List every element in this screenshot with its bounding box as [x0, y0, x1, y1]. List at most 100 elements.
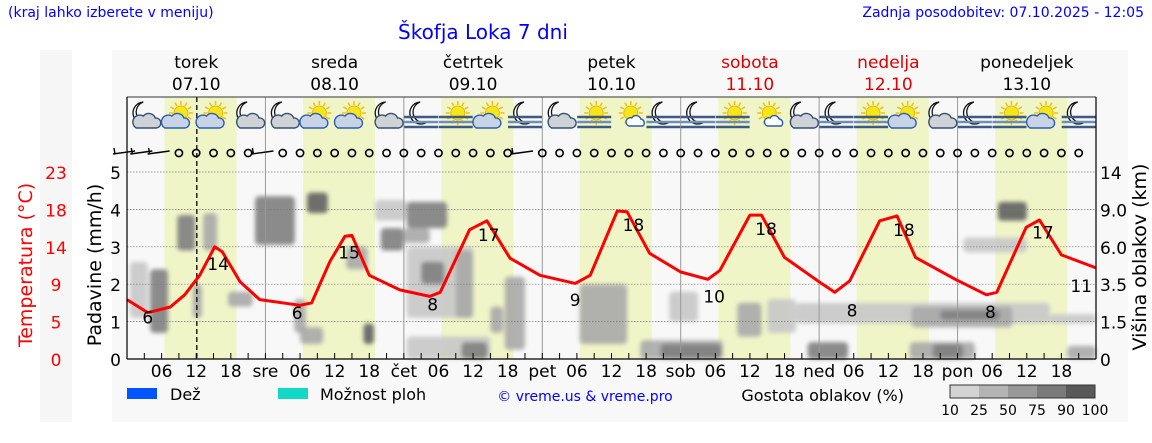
sun-ray: [308, 106, 313, 110]
wind-arrow-shaft: [147, 150, 170, 155]
wind-calm-marker: [209, 148, 218, 158]
day-date: 10.10: [587, 75, 636, 95]
sun-ray: [498, 116, 504, 120]
sun-ray: [772, 102, 776, 107]
weather-icon-sun-fog: [577, 101, 612, 129]
wind-calm-marker: [762, 148, 772, 158]
cloud-icon: [625, 114, 645, 127]
sun-ray: [1014, 102, 1019, 107]
cloud-blob: [380, 228, 404, 251]
x-hour-label: 12: [601, 362, 623, 382]
cloud-blob: [737, 302, 762, 337]
weather-icon-sun-small-cloud: [618, 101, 645, 127]
wind-calm-marker: [364, 148, 374, 158]
page-title: Škofja Loka 7 dni: [398, 20, 568, 44]
x-hour-label: 12: [878, 362, 900, 382]
sun-ray: [637, 106, 642, 110]
wind-calm-marker: [243, 148, 253, 158]
weather-icon-moon-fog: [646, 101, 681, 129]
sun-ray: [1052, 106, 1057, 110]
sun-ray: [360, 106, 365, 110]
weather-icon-sun-cloud: [472, 101, 505, 129]
x-hour-label: 18: [912, 362, 934, 382]
temperature-label: 14: [207, 255, 229, 275]
cloud-blob: [421, 261, 445, 285]
wind-calm-marker: [832, 148, 841, 158]
x-hour-label: 18: [635, 362, 657, 382]
temp-tick-label: 23: [45, 164, 67, 184]
day-date: 07.10: [172, 75, 221, 95]
x-hour-label: 06: [981, 362, 1003, 382]
sun-ray: [485, 102, 490, 107]
wind-calm-marker: [295, 148, 305, 158]
x-hour-label: 06: [151, 362, 173, 382]
day-name: ponedeljek: [980, 53, 1074, 73]
cloud-icon: [547, 112, 577, 129]
x-hour-label: 06: [428, 362, 450, 382]
wind-calm-marker: [468, 148, 478, 158]
sun-ray: [1049, 102, 1053, 107]
precip-tick-label: 4: [110, 201, 121, 221]
x-hour-label: 18: [774, 362, 796, 382]
sun-ray: [481, 106, 486, 110]
cloud-icon: [928, 112, 958, 129]
density-tick-label: 25: [970, 403, 988, 419]
wind-calm-marker: [693, 148, 703, 158]
weather-icon-sun-fog: [854, 101, 889, 129]
cloud-blob: [1067, 345, 1096, 359]
density-legend-title: Gostota oblakov (%): [741, 386, 904, 405]
sun-ray: [347, 102, 351, 107]
x-hour-label: 12: [462, 362, 484, 382]
temp-tick-label: 0: [51, 351, 62, 371]
cloud-icon: [789, 112, 820, 129]
x-hour-label: 06: [566, 362, 588, 382]
temperature-label: 8: [427, 296, 438, 316]
sun-ray: [599, 102, 603, 107]
copyright-link[interactable]: © vreme.us & vreme.pro: [497, 389, 672, 405]
weather-icon-moon-cloud: [236, 101, 266, 129]
cloud-blob: [461, 342, 488, 359]
wind-calm-marker: [745, 148, 755, 158]
cloud-blob: [150, 269, 168, 333]
wind-calm-marker: [191, 148, 201, 158]
temp-tick-label: 5: [51, 314, 62, 334]
wind-calm-marker: [970, 148, 980, 158]
weather-icon-moon-fog: [681, 101, 716, 129]
wind-calm-marker: [537, 148, 547, 158]
cloud-icon: [887, 112, 917, 129]
sun-ray: [170, 106, 175, 110]
sun-ray: [1000, 106, 1005, 110]
weather-icon-moon-cloud: [374, 101, 404, 129]
sun-ray: [737, 102, 742, 107]
density-tick-label: 50: [999, 403, 1017, 419]
cloud-icon: [333, 112, 364, 129]
wind-calm-marker: [918, 148, 928, 158]
sun-ray: [325, 116, 331, 120]
location-hint[interactable]: (kraj lahko izberete v meniju): [8, 5, 214, 21]
sun-ray: [357, 102, 361, 107]
temperature-label: 18: [893, 221, 915, 241]
day-date: 12.10: [864, 75, 913, 95]
weather-icon-moon-cloud: [789, 101, 820, 129]
weather-icon-sun-cloud: [333, 101, 366, 129]
temperature-label: 10: [703, 288, 725, 308]
wind-calm-marker: [572, 148, 582, 158]
precip-tick-label: 1: [110, 314, 121, 334]
day-name: sreda: [311, 53, 358, 73]
cloud-height-tick-label: 0: [1100, 351, 1111, 371]
legend: Dež Možnost ploh © vreme.us & vreme.pro …: [127, 384, 1108, 419]
cloud-height-tick-label: 1.5: [1100, 314, 1127, 334]
temperature-label: 8: [847, 301, 858, 321]
sun-ray: [723, 106, 729, 110]
wind-calm-marker: [1056, 148, 1066, 158]
cloud-height-axis-title: Višina oblakov (km): [1129, 164, 1151, 351]
weather-icon-sun-fog: [715, 101, 750, 129]
day-name: petek: [587, 53, 635, 73]
temp-tick-label: 14: [45, 239, 67, 259]
daylight-band: [302, 97, 376, 359]
legend-rain-swatch: [127, 388, 157, 399]
weather-icon-sun-fog: [438, 101, 473, 129]
x-day-label: pet: [528, 362, 556, 382]
wind-calm-marker: [226, 148, 236, 158]
wind-calm-marker: [589, 148, 599, 158]
